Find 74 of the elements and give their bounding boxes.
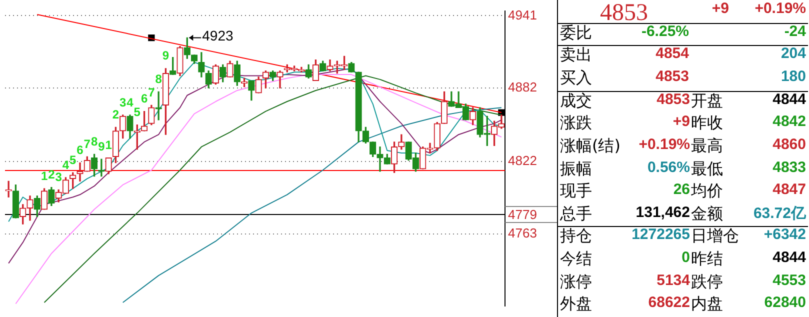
text: 最高 xyxy=(691,136,723,157)
text: 68622 xyxy=(648,294,690,314)
text: 4854 xyxy=(656,45,689,64)
text: 4844 xyxy=(772,249,806,268)
text: 5134 xyxy=(656,272,690,291)
text: 7 xyxy=(84,136,90,151)
text: 180 xyxy=(780,68,806,87)
text: 26 xyxy=(673,181,690,200)
text: 跌停 xyxy=(691,272,723,293)
text: 委比 xyxy=(560,22,592,44)
text: 63.72亿 xyxy=(753,204,806,224)
text: 现手 xyxy=(560,181,592,202)
text: 4923 xyxy=(202,28,234,44)
text: 0 xyxy=(682,249,690,268)
text: 1 xyxy=(105,138,112,152)
text: 振幅 xyxy=(560,158,592,180)
text: 4553 xyxy=(772,272,806,291)
text: +0.19% xyxy=(754,0,806,19)
text: 4853 xyxy=(656,90,690,110)
text: 涨停 xyxy=(560,272,592,293)
text: 7 xyxy=(148,85,155,100)
text: 最低 xyxy=(691,158,723,180)
text: 昨结 xyxy=(691,249,723,270)
text: 4 xyxy=(126,95,134,110)
text: 总手 xyxy=(560,204,592,225)
text: 4 xyxy=(62,158,70,172)
text: 131,462 xyxy=(636,204,690,223)
text: 金额 xyxy=(691,204,723,225)
y-tick-label: 4822 xyxy=(508,153,537,168)
ref-line-label: 4779 xyxy=(508,207,537,222)
text: 3 xyxy=(55,170,62,184)
text: 2 xyxy=(112,108,120,122)
y-tick-label: 4763 xyxy=(508,225,537,240)
text: 9 xyxy=(98,139,105,154)
text: 日增仓 xyxy=(691,226,739,248)
text: 6 xyxy=(76,143,84,158)
text: 买入 xyxy=(560,68,592,89)
text: 涨幅(结) xyxy=(560,136,620,157)
text: 内盘 xyxy=(691,294,723,316)
text: 4833 xyxy=(772,158,806,178)
text: 开盘 xyxy=(691,90,723,112)
text: +9 xyxy=(672,113,690,132)
text: +9 xyxy=(712,0,729,19)
text: 8 xyxy=(90,134,98,149)
text: 5 xyxy=(70,152,76,167)
text: 今结 xyxy=(560,249,592,270)
text: 9 xyxy=(162,48,170,63)
text: 卖出 xyxy=(560,45,592,66)
text: 6 xyxy=(140,92,148,106)
text: 4844 xyxy=(772,90,806,110)
text: 204 xyxy=(780,45,806,64)
text: 4842 xyxy=(772,113,806,132)
text: 外盘 xyxy=(560,294,592,316)
text: 成交 xyxy=(560,90,592,112)
text: 5 xyxy=(134,105,140,120)
text: 3 xyxy=(120,95,126,110)
text: 涨跌 xyxy=(560,113,592,134)
text: +0.19% xyxy=(638,136,690,155)
text: 1272265 xyxy=(632,226,690,246)
text: 0.56% xyxy=(647,158,690,178)
text: 8 xyxy=(155,72,162,86)
text: 4847 xyxy=(772,181,806,200)
text: 均价 xyxy=(691,181,723,202)
text: -24 xyxy=(784,22,806,42)
text: 62840 xyxy=(764,294,806,314)
y-tick-label: 4941 xyxy=(508,7,537,22)
text: +6342 xyxy=(764,226,806,246)
y-tick-label: 4882 xyxy=(508,80,537,95)
text: 1 xyxy=(40,168,48,183)
text: 4853 xyxy=(656,68,689,87)
text: 2 xyxy=(48,168,55,182)
text: 昨收 xyxy=(691,113,723,134)
text: 4860 xyxy=(772,136,806,155)
text: 持仓 xyxy=(560,226,592,248)
